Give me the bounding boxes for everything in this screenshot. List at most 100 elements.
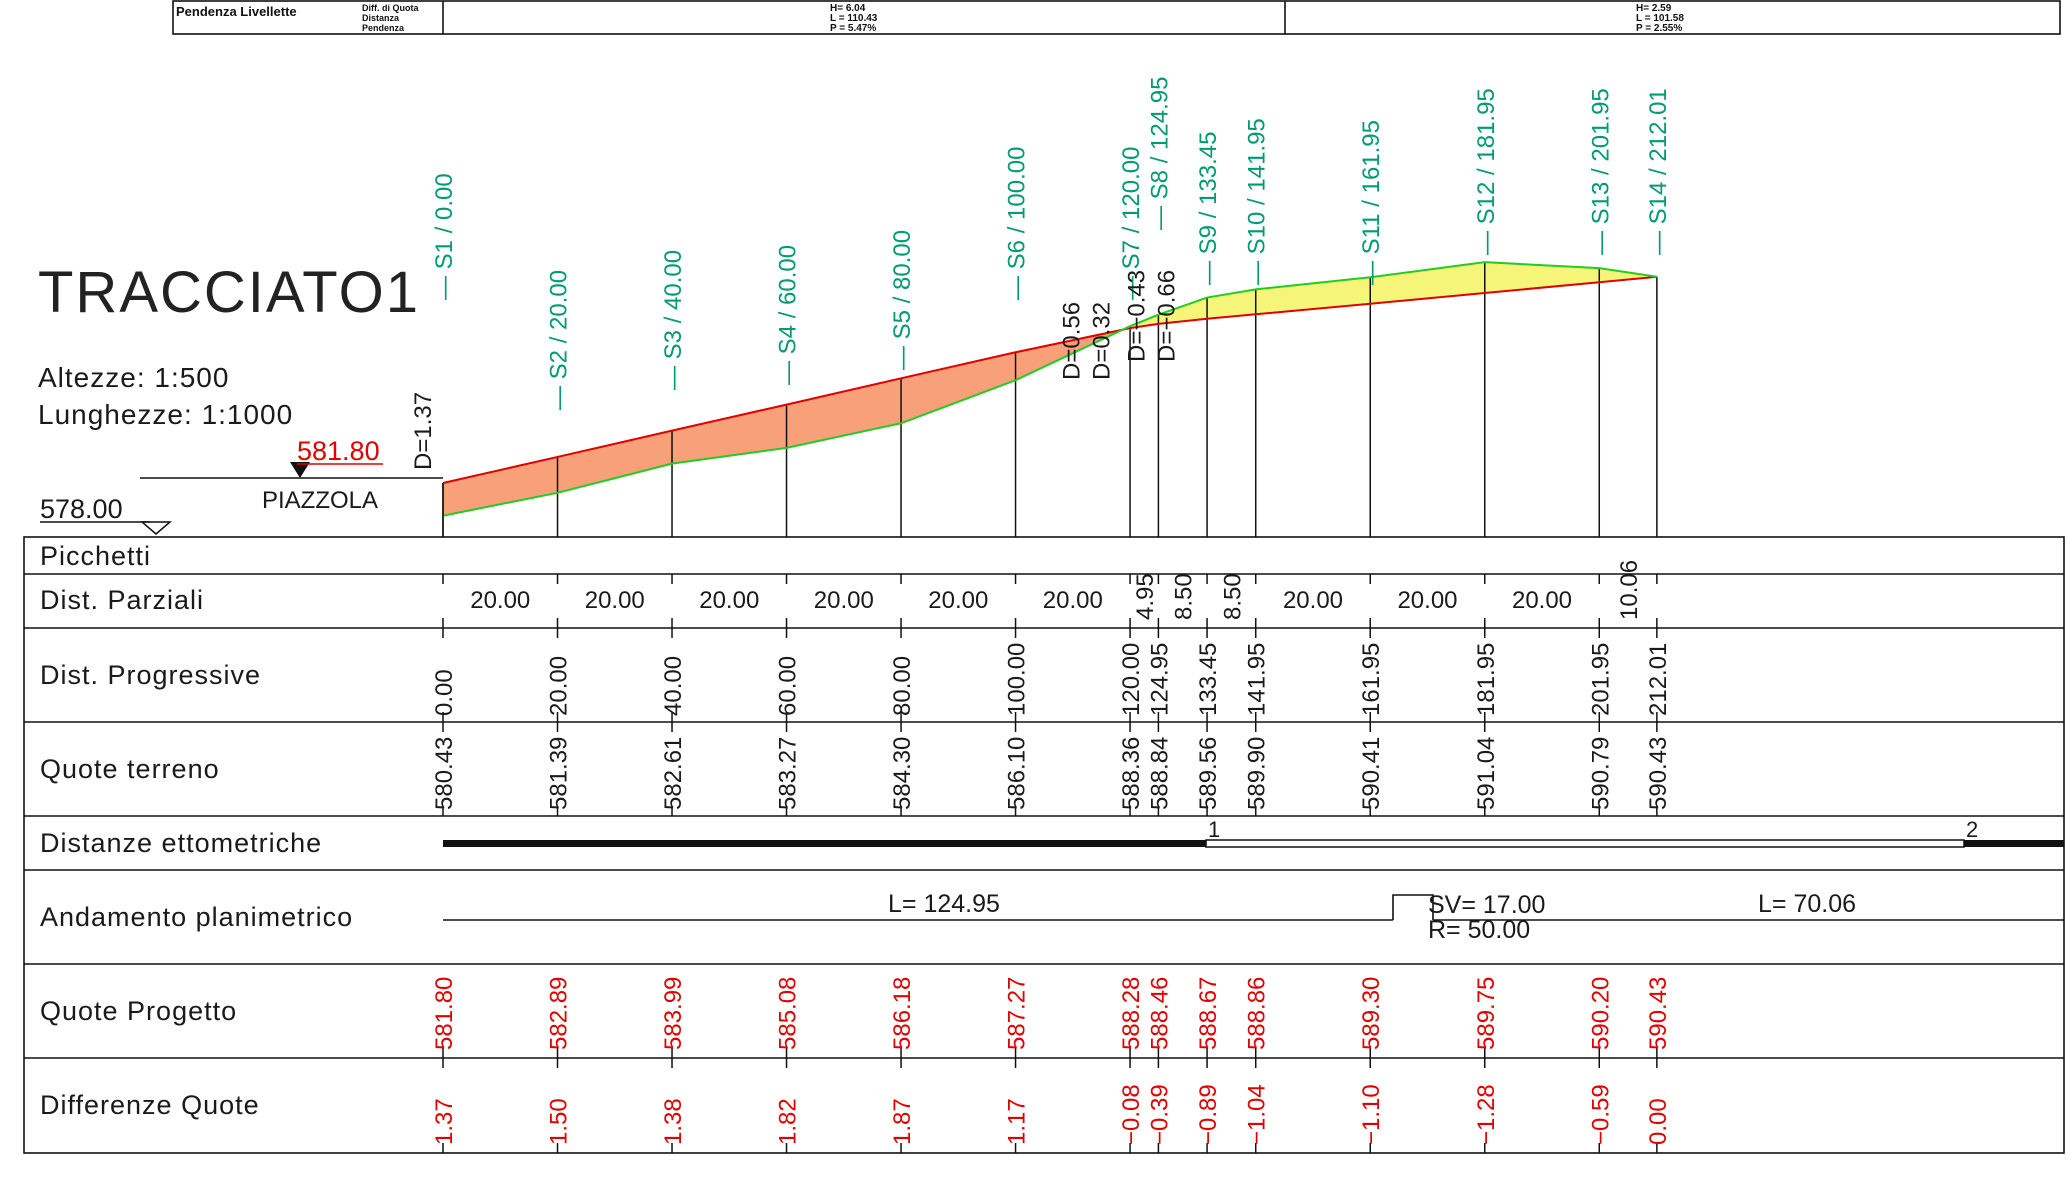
elevation-difference: 1.82 [775,1098,802,1145]
partial-distance: 20.00 [470,587,530,614]
terrain-elevation: 584.30 [889,737,916,810]
start-elevation: 581.80 [297,436,380,466]
slope-sub-pend: Pendenza [362,23,405,33]
terrain-elevation: 590.79 [1587,737,1614,810]
cut-fill-area [901,352,1016,424]
cut-fill-area [786,378,902,448]
progressive-distance: 181.95 [1473,643,1500,716]
partial-distance: 20.00 [699,587,759,614]
station-label: — S5 / 80.00 [889,230,916,370]
hectometric-row: 1 2 [443,817,2064,848]
partial-distance: 20.00 [1283,587,1343,614]
row-label-quote-terreno: Quote terreno [40,754,220,784]
project-elevation: 590.43 [1645,977,1672,1050]
progressive-distance: 201.95 [1587,643,1614,716]
elevation-difference: −0.39 [1146,1084,1173,1145]
cut-fill-area [1370,262,1485,304]
hectometric-mark-1: 1 [1208,817,1220,842]
progressive-distance: 141.95 [1244,643,1271,716]
elevation-difference: −1.28 [1473,1084,1500,1145]
d-label: D=0.32 [1089,302,1116,380]
drawing-title: TRACCIATO1 [38,260,420,325]
profile-area [442,261,1658,537]
elevation-difference: −0.89 [1195,1084,1222,1145]
datum-elevation: 578.00 [40,494,123,524]
project-elevation: 590.20 [1587,977,1614,1050]
row-label-dist-progressive: Dist. Progressive [40,660,261,690]
station-label: — S14 / 212.01 [1645,88,1672,255]
slope-header-label: Pendenza Livellette [176,4,297,19]
progressive-distance: 133.45 [1195,643,1222,716]
slope-header: Pendenza Livellette Diff. di Quota Dista… [172,0,2061,35]
elevation-difference: 0.00 [1645,1098,1672,1145]
progressive-distance: 20.00 [546,656,573,716]
terrain-elevation: 582.61 [660,737,687,810]
terrain-elevation: 580.43 [431,737,458,810]
elevation-difference: −1.10 [1358,1084,1385,1145]
row-label-distanze-ettometriche: Distanze ettometriche [40,828,322,858]
project-elevation: 581.80 [431,977,458,1050]
terrain-elevation: 590.43 [1645,737,1672,810]
station-label: — S10 / 141.95 [1244,118,1271,285]
planimetric-row: L= 124.95 SV= 17.00 R= 50.00 L= 70.06 [443,890,2064,944]
d-label: D=−0.66 [1153,270,1180,362]
elevation-difference: 1.37 [431,1098,458,1145]
project-elevation: 583.99 [660,977,687,1050]
d-label: D=0.56 [1059,302,1086,380]
d-label: D=1.37 [410,392,437,470]
site-label: PIAZZOLA [262,487,378,514]
planimetric-straight-2: L= 70.06 [1758,890,1856,918]
progressive-distance: 100.00 [1004,643,1031,716]
station-labels: — S1 / 0.00 — S2 / 20.00 — S3 / 40.00 — S4 … [410,77,1672,470]
station-label: — S12 / 181.95 [1473,88,1500,255]
slope1-l: L = 110.43 [830,13,878,24]
elevation-difference: 1.50 [546,1098,573,1145]
project-elevation: 586.18 [889,977,916,1050]
project-elevation: 585.08 [775,977,802,1050]
table-cells: 0.00 580.43 581.80 1.37 20.00 581.39 582.89 1.5… [431,560,1672,1153]
planimetric-curve-sv: SV= 17.00 [1428,891,1545,919]
start-elevation-marker-icon [290,462,310,478]
station-label: — S9 / 133.45 [1195,132,1222,285]
elevation-difference: 1.87 [889,1098,916,1145]
terrain-elevation: 589.90 [1244,737,1271,810]
datum-marker-icon [139,521,173,535]
row-label-quote-progetto: Quote Progetto [40,996,237,1026]
elevation-difference: −1.04 [1244,1084,1271,1145]
slope-sub-diff: Diff. di Quota [362,3,419,13]
progressive-distance: 120.00 [1118,643,1145,716]
project-grade-line [442,275,1657,484]
hectometric-bar-3 [1964,840,2064,847]
progressive-distance: 0.00 [431,669,458,716]
planimetric-straight-1: L= 124.95 [888,890,1000,918]
row-label-differenze-quote: Differenze Quote [40,1090,260,1120]
cut-fill-area [1207,289,1256,319]
terrain-line [442,261,1658,517]
partial-distance: 20.00 [928,587,988,614]
station-label: — S6 / 100.00 [1004,147,1031,300]
progressive-distance: 40.00 [660,656,687,716]
station-label: — S3 / 40.00 [660,250,687,390]
slope-header-frame [172,0,2061,35]
project-elevation: 588.46 [1146,977,1173,1050]
project-elevation: 587.27 [1004,977,1031,1050]
slope1-h: H= 6.04 [830,3,866,14]
station-label: — S4 / 60.00 [775,245,802,385]
progressive-distance: 124.95 [1146,643,1173,716]
cut-fill-area [672,404,787,464]
scale-lengths: Lunghezze: 1:1000 [38,399,293,430]
terrain-elevation: 581.39 [546,737,573,810]
station-label: — S7 / 120.00 [1118,147,1145,300]
slope2-h: H= 2.59 [1636,3,1672,14]
slope2-p: P = 2.55% [1636,23,1682,34]
partial-distance: 8.50 [1219,573,1246,620]
scale-heights: Altezze: 1:500 [38,362,229,393]
progressive-distance: 60.00 [775,656,802,716]
progressive-distance: 161.95 [1358,643,1385,716]
partial-distance: 20.00 [1512,587,1572,614]
cut-fill-area [1484,262,1600,293]
slope2-l: L = 101.58 [1636,13,1684,24]
cut-fill-area [1158,297,1208,324]
terrain-elevation: 583.27 [775,737,802,810]
hectometric-bar-1 [443,840,1206,847]
